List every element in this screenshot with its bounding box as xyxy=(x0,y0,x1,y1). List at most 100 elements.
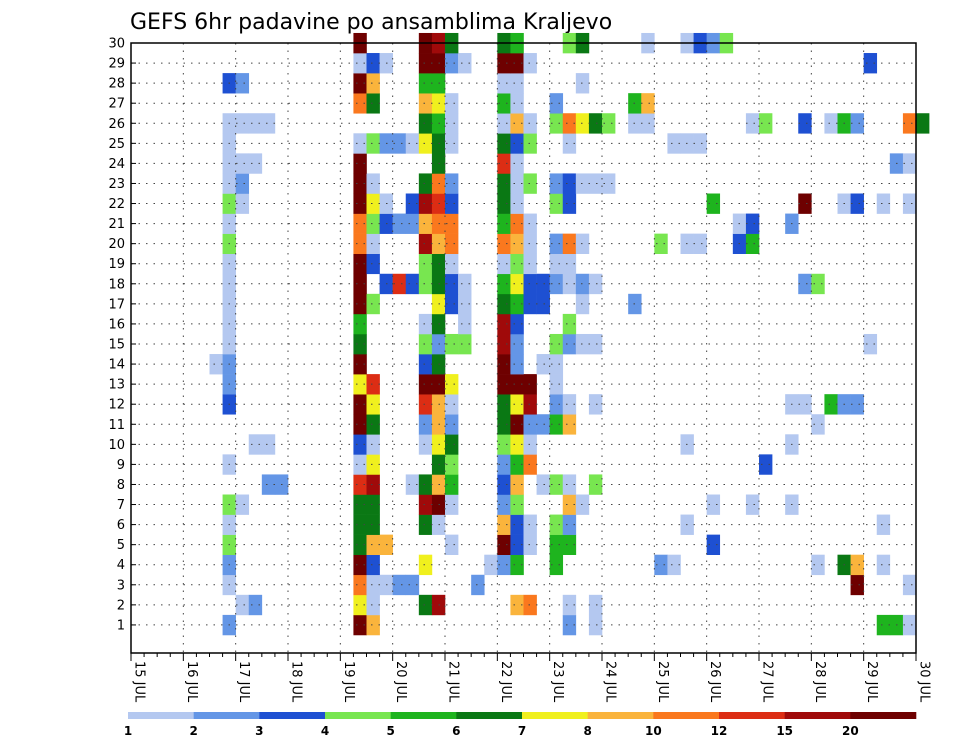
heat-cell xyxy=(366,454,380,475)
heat-cell xyxy=(418,554,433,576)
heat-cell xyxy=(445,233,459,254)
heat-cell xyxy=(510,113,524,134)
heat-cell xyxy=(261,474,276,495)
heat-cell xyxy=(392,133,407,154)
heat-cell xyxy=(445,173,459,194)
x-tick-label: 28 JUL xyxy=(812,661,827,703)
y-tick-label: 11 xyxy=(108,418,125,433)
heat-cell xyxy=(497,454,511,475)
heat-cell xyxy=(353,574,367,596)
heat-cell xyxy=(523,394,537,415)
heat-cell xyxy=(445,394,459,415)
heat-cell xyxy=(235,113,250,134)
heat-cell xyxy=(366,414,380,435)
heat-cell xyxy=(588,394,603,415)
heat-cell xyxy=(510,73,524,94)
heat-cell xyxy=(497,554,511,576)
heat-cell xyxy=(497,394,511,415)
heat-cell xyxy=(588,614,603,636)
heat-cell xyxy=(510,594,524,616)
heat-cell xyxy=(693,133,707,154)
heat-cell xyxy=(850,113,864,134)
colorbar-swatch xyxy=(784,712,851,719)
heat-cell xyxy=(510,333,524,355)
heat-cell xyxy=(523,594,537,616)
heat-cell xyxy=(445,53,459,74)
heat-cell xyxy=(536,414,550,435)
heat-cell xyxy=(418,594,433,616)
y-tick-label: 29 xyxy=(108,57,125,72)
heat-cell xyxy=(366,193,380,214)
heat-cell xyxy=(916,113,930,134)
colorbar-label: 10 xyxy=(645,724,662,738)
heat-cell xyxy=(458,313,472,335)
heat-cell xyxy=(510,514,524,535)
heat-cell xyxy=(562,193,577,214)
heat-cell xyxy=(562,133,577,154)
heat-cell xyxy=(497,494,511,515)
heat-cell xyxy=(549,394,564,415)
y-tick-label: 12 xyxy=(108,398,125,413)
heat-cell xyxy=(510,554,524,576)
colorbar-swatch xyxy=(653,712,720,719)
heat-cell xyxy=(497,213,511,234)
heat-cell xyxy=(602,173,616,194)
heat-cell xyxy=(366,173,380,194)
heat-cell xyxy=(667,554,681,576)
heat-cell xyxy=(523,534,537,555)
heat-cell xyxy=(745,213,760,234)
heat-cell xyxy=(366,494,380,515)
heat-cell xyxy=(497,93,511,114)
y-tick-label: 30 xyxy=(108,37,125,52)
heat-cell xyxy=(876,554,891,576)
heat-cell xyxy=(353,554,367,576)
heat-cell xyxy=(366,474,380,495)
y-tick-label: 5 xyxy=(117,538,125,553)
chart-title: GEFS 6hr padavine po ansamblima Kraljevo xyxy=(130,10,612,35)
heat-cell xyxy=(497,233,511,254)
heat-cell xyxy=(497,414,511,435)
heat-cell xyxy=(759,113,773,134)
heat-cell xyxy=(510,434,524,455)
heat-cell xyxy=(418,374,433,395)
x-tick-label: 29 JUL xyxy=(864,661,879,703)
heat-cell xyxy=(405,133,420,154)
x-tick-label: 20 JUL xyxy=(393,661,408,703)
heat-cell xyxy=(366,133,380,154)
heat-cell xyxy=(209,354,223,375)
colorbar-label: 20 xyxy=(842,724,859,738)
heat-cell xyxy=(588,113,603,134)
heat-cell xyxy=(445,414,459,435)
heat-cell xyxy=(549,193,564,214)
heat-cell xyxy=(523,173,537,194)
heat-cell xyxy=(484,554,498,576)
heat-cell xyxy=(562,514,577,535)
heat-cell xyxy=(510,133,524,154)
y-tick-label: 9 xyxy=(117,458,125,473)
heat-cell xyxy=(353,173,367,194)
heat-cell xyxy=(458,293,472,315)
heat-cell xyxy=(575,173,590,194)
heat-cell xyxy=(798,273,812,295)
heat-cell xyxy=(575,273,590,295)
heat-cell xyxy=(445,333,459,355)
heat-cell xyxy=(523,253,537,275)
heat-cell xyxy=(445,133,459,154)
heat-cell xyxy=(562,173,577,194)
heat-cell xyxy=(497,474,511,495)
heat-cell xyxy=(510,273,524,295)
heat-cell xyxy=(418,394,433,415)
heat-cell xyxy=(405,574,420,596)
heat-cell xyxy=(850,574,864,596)
heat-cell xyxy=(523,233,537,254)
y-tick-label: 19 xyxy=(108,257,125,272)
heat-cell xyxy=(261,434,276,455)
colorbar-swatch xyxy=(587,712,654,719)
heat-cell xyxy=(562,534,577,555)
heat-cell xyxy=(497,313,511,335)
heat-cell xyxy=(523,454,537,475)
heat-cell xyxy=(549,374,564,395)
y-tick-label: 27 xyxy=(108,97,125,112)
heat-cell xyxy=(523,53,537,74)
heat-cell xyxy=(366,253,380,275)
